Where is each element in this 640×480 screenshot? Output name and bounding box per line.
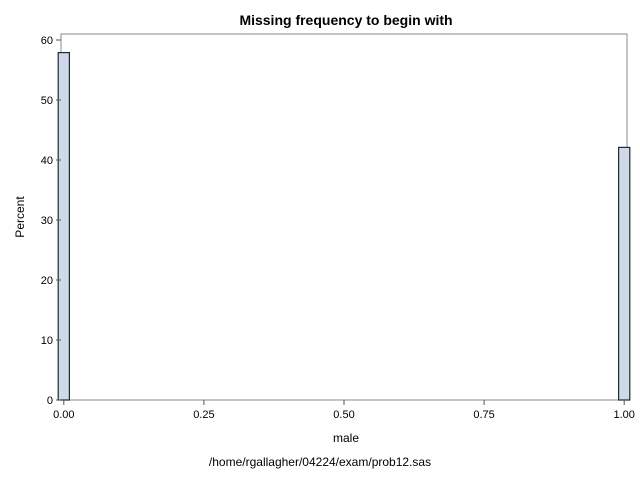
x-tick-label: 0.75: [473, 409, 494, 421]
x-tick-label: 0.25: [193, 409, 214, 421]
y-tick-label: 0: [47, 395, 53, 407]
x-tick-label: 0.00: [53, 409, 74, 421]
y-tick-label: 30: [41, 215, 53, 227]
chart-title: Missing frequency to begin with: [239, 12, 452, 28]
x-tick-label: 0.50: [333, 409, 354, 421]
y-axis-label: Percent: [13, 196, 27, 238]
x-axis: 0.00 0.25 0.50 0.75 1.00: [53, 400, 635, 421]
y-tick-label: 40: [41, 155, 53, 167]
y-tick-label: 20: [41, 275, 53, 287]
y-axis: 0 10 20 30 40 50 60: [41, 35, 61, 407]
plot-frame: [60, 33, 628, 401]
footnote-path: /home/rgallagher/04224/exam/prob12.sas: [209, 455, 431, 469]
bar-1: [617, 146, 631, 401]
bar-0: [57, 51, 71, 401]
bars-group: [57, 51, 631, 401]
x-tick-label: 1.00: [613, 409, 634, 421]
x-axis-label: male: [333, 431, 359, 445]
y-tick-label: 50: [41, 95, 53, 107]
y-tick-label: 60: [41, 35, 53, 47]
y-tick-label: 10: [41, 335, 53, 347]
